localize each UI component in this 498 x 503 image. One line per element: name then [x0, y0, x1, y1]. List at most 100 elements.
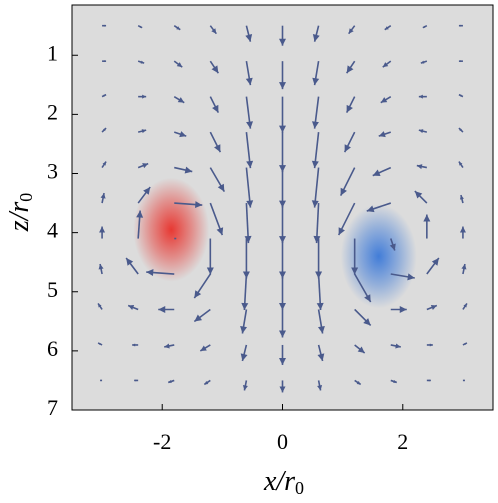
arrow-head	[136, 210, 144, 218]
arrow	[418, 129, 428, 134]
arrow	[390, 273, 415, 281]
arrow-head	[458, 94, 462, 97]
arrow	[380, 95, 392, 104]
arrow	[203, 379, 211, 386]
arrow	[317, 344, 325, 362]
arrow-head	[313, 235, 321, 244]
arrow-head	[98, 342, 101, 345]
x-tick-label: -2	[153, 429, 171, 454]
arrow-head	[464, 342, 467, 345]
arrow-head	[384, 26, 389, 30]
arrow	[390, 305, 407, 313]
arrow	[132, 343, 139, 347]
arrow	[136, 210, 144, 239]
arrow	[137, 129, 147, 134]
arrow	[174, 166, 193, 174]
arrow-head	[99, 226, 106, 233]
arrow-head	[176, 62, 183, 68]
arrow-head	[422, 25, 426, 28]
arrow	[311, 96, 320, 129]
arrow	[426, 379, 431, 382]
arrow	[167, 379, 175, 384]
arrow	[137, 60, 145, 64]
y-tick-label: 4	[47, 218, 58, 243]
arrow-head	[351, 267, 359, 275]
arrow	[426, 304, 438, 311]
arrow	[240, 309, 248, 334]
arrow-head	[139, 25, 143, 28]
arrow	[101, 93, 107, 98]
x-tick-label: 0	[277, 429, 288, 454]
arrow	[384, 25, 392, 31]
x-axis-label: x/r0	[263, 466, 304, 498]
arrow-head	[346, 104, 353, 113]
arrow	[240, 344, 248, 362]
arrow	[206, 238, 214, 275]
arrow	[138, 94, 147, 99]
arrow	[462, 379, 465, 382]
arrow-head	[245, 77, 253, 86]
arrow	[199, 344, 211, 352]
arrow-head	[430, 304, 437, 310]
arrow-head	[366, 205, 375, 213]
arrow-head	[128, 304, 135, 310]
arrow	[279, 309, 286, 338]
arrow-head	[382, 62, 389, 68]
arrow-head	[240, 353, 248, 361]
arrow	[458, 24, 463, 27]
arrow-head	[393, 379, 397, 383]
arrow-head	[372, 169, 381, 176]
x-label-sub: 0	[295, 478, 304, 498]
arrow	[382, 60, 392, 68]
arrow-head	[459, 226, 466, 233]
arrow-head	[184, 166, 193, 174]
arrow	[173, 25, 181, 31]
arrow	[459, 226, 466, 239]
arrow-head	[311, 121, 319, 129]
x-tick-label: 2	[397, 429, 408, 454]
arrow-head	[98, 303, 102, 308]
arrow-head	[179, 131, 187, 138]
arrow-head	[344, 144, 351, 153]
arrow	[158, 305, 175, 313]
arrow-head	[146, 269, 154, 277]
arrow	[345, 96, 356, 114]
y-tick-label: 6	[47, 336, 58, 361]
arrow-head	[206, 267, 214, 275]
y-tick-label: 2	[47, 99, 58, 124]
arrow-head	[132, 343, 136, 347]
arrow-head	[241, 302, 249, 311]
vorticity-patch	[340, 204, 417, 309]
arrow-head	[204, 380, 209, 385]
arrow	[209, 60, 219, 74]
arrow-head	[194, 314, 203, 322]
arrow	[366, 202, 392, 213]
arrow-head	[416, 164, 423, 170]
arrow	[390, 379, 398, 384]
arrow-head	[423, 214, 431, 222]
arrow-head	[143, 187, 151, 195]
arrow-head	[317, 353, 325, 361]
arrow-head	[176, 26, 181, 30]
arrow-head	[463, 379, 465, 381]
arrow	[346, 60, 356, 74]
arrow	[378, 131, 392, 138]
arrow	[353, 273, 372, 303]
arrow-head	[102, 161, 107, 166]
arrow	[244, 203, 252, 244]
arrow-head	[317, 326, 325, 334]
arrow-head	[458, 161, 463, 166]
arrow-head	[364, 294, 371, 303]
arrow	[137, 24, 143, 29]
arrow	[317, 309, 325, 334]
arrow	[245, 132, 254, 169]
arrow	[101, 127, 107, 133]
arrow-head	[461, 264, 467, 270]
arrow-head	[244, 235, 252, 244]
arrow	[414, 190, 428, 204]
arrow	[209, 167, 226, 192]
arrow-head	[195, 201, 203, 209]
arrow	[311, 167, 320, 208]
arrow	[279, 61, 286, 90]
